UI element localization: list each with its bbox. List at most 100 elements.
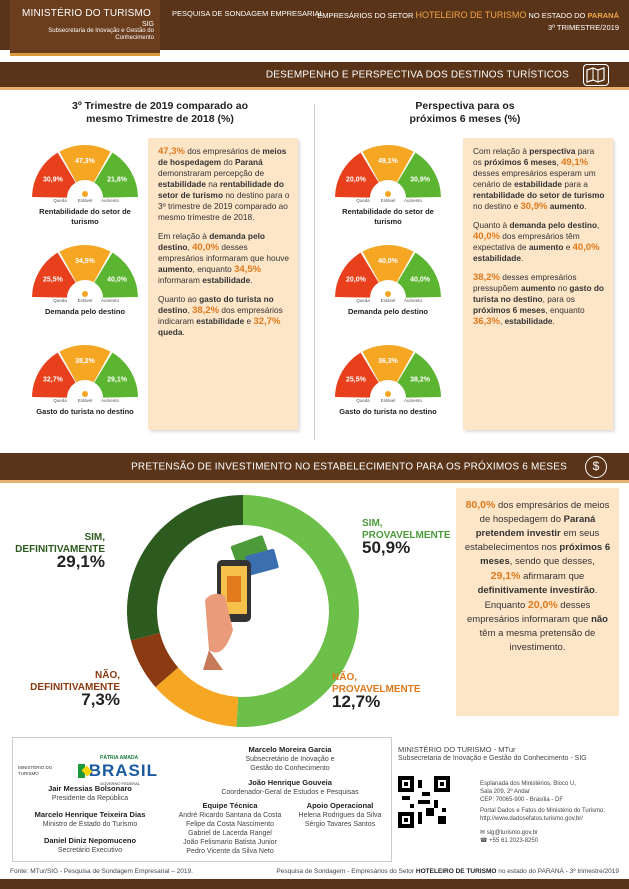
gauge-segment-estavel — [362, 345, 414, 383]
quarter-label: 3º TRIMESTRE/2019 — [548, 23, 619, 32]
investment-summary-box: 80,0% dos empresários de meios de hosped… — [456, 488, 619, 716]
left-column-title: 3º Trimestre de 2019 comparado ao mesmo T… — [72, 100, 248, 125]
column-divider — [314, 104, 315, 440]
footer-credits-box — [12, 737, 392, 862]
ministry-logo-block: MINISTÉRIO DO TURISMO SIG Subsecretaria d… — [10, 0, 160, 56]
donut-slice-1 — [155, 667, 239, 727]
gauge-segment-queda — [335, 252, 379, 298]
gauge-segment-estavel — [362, 245, 414, 283]
gauge-segment-estavel — [59, 145, 111, 183]
gauge-segment-aumento — [397, 252, 441, 298]
right-text-p3: 38,2% desses empresários pressupõem aume… — [473, 272, 604, 327]
team-member: João Felismario Batista Junior — [183, 839, 277, 846]
source-right: Pesquisa de Sondagem - Empresários do Se… — [276, 868, 619, 875]
gauge-left-0: 30,9% 47,3% 21,8% Queda Estável Aumento Rentab… — [30, 143, 140, 226]
gauge-caption: Gasto do turista no destino — [339, 407, 437, 416]
source-left: Fonte: MTur/SIG - Pesquisa de Sondagem E… — [10, 868, 193, 875]
portal-link[interactable]: http://www.dadosefatos.turismo.gov.br/ — [480, 816, 583, 822]
phone-number: +55 61 2023-8250 — [489, 838, 539, 844]
donut-label-2: NÃO, PROVAVELMENTE 12,7% — [332, 672, 421, 711]
exec-secretary-credit: Daniel Diniz Nepomuceno Secretário Execut… — [43, 836, 137, 854]
president-credit: Jair Messias Bolsonaro Presidente da Repú… — [48, 784, 132, 802]
legend-dot — [57, 291, 63, 297]
legend-queda: Queda — [351, 291, 375, 303]
legend-aumento: Aumento — [98, 191, 122, 203]
gauge-segment-aumento — [397, 152, 441, 198]
support-member: Helena Rodrigues da Silva — [298, 812, 382, 819]
left-summary-box: 47,3% dos empresários de meios de hosped… — [148, 138, 298, 430]
legend-dot — [57, 391, 63, 397]
gauge-segment-queda — [335, 352, 379, 398]
phone-money-illustration — [203, 530, 283, 670]
minister-credit: Marcelo Henrique Teixeira Dias Ministro d… — [34, 810, 146, 828]
subsecretary-credit: Marcelo Moreira Garcia Subsecretário de I… — [245, 745, 335, 772]
gauge-right-0: 20,0% 49,1% 30,9% Queda Estável Aumento Rentab… — [333, 143, 443, 226]
section-performance-bar: DESEMPENHO E PERSPECTIVA DOS DESTINOS TU… — [0, 62, 629, 87]
right-text-p1: Com relação à perspectiva para os próxim… — [473, 146, 605, 212]
gauge-value-queda: 32,7% — [43, 377, 64, 384]
brasil-logo: PÁTRIA AMADA BRASIL GOVERNO FEDERAL — [78, 755, 158, 786]
gauge-segment-queda — [335, 152, 379, 198]
footer-contact: MINISTÉRIO DO TURISMO - MTur Subsecretar… — [398, 745, 587, 762]
gauge-segment-estavel — [59, 245, 111, 283]
legend-queda: Queda — [48, 291, 72, 303]
section-investment-title: PRETENSÃO DE INVESTIMENTO NO ESTABELECIM… — [131, 461, 567, 472]
legend-aumento: Aumento — [401, 191, 425, 203]
legend-dot — [82, 391, 88, 397]
left-text-p3: Quanto ao gasto do turista no destino, 3… — [158, 294, 283, 337]
left-text-p1: 47,3% dos empresários de meios de hosped… — [158, 146, 290, 222]
gauge-value-aumento: 29,1% — [107, 377, 128, 384]
ministry-small-logo: MINISTÉRIO DO TURISMO — [18, 765, 53, 776]
support-team: Apoio Operacional Helena Rodrigues da Sil… — [290, 801, 390, 829]
legend-dot — [385, 391, 391, 397]
sig-label: SIG Subsecretaria de Inovação e Gestão do… — [48, 21, 154, 41]
bar-shadow — [0, 87, 629, 90]
legend-dot — [82, 191, 88, 197]
legend-estavel: Estável — [376, 391, 400, 403]
section-performance-title: DESEMPENHO E PERSPECTIVA DOS DESTINOS TU… — [265, 69, 569, 80]
legend-dot — [410, 191, 416, 197]
team-member: André Ricardo Santana da Costa — [178, 812, 282, 819]
email-link[interactable]: sig@turismo.gov.br — [486, 830, 539, 836]
legend-dot — [82, 291, 88, 297]
gauge-value-estavel: 40,0% — [378, 258, 399, 265]
gauge-caption: Demanda pelo destino — [347, 307, 428, 316]
address-block: Esplanada dos Ministérios, Bloco U, Sala … — [480, 780, 620, 845]
legend-queda: Queda — [351, 191, 375, 203]
gauge-value-aumento: 40,0% — [410, 277, 431, 284]
team-member: Gabriel de Lacerda Rangel — [188, 830, 272, 837]
gauge-segment-aumento — [94, 352, 138, 398]
legend-dot — [385, 291, 391, 297]
legend-aumento: Aumento — [98, 391, 122, 403]
team-member: Felipe da Costa Nascimento — [186, 821, 274, 828]
gauge-caption: Gasto do turista no destino — [36, 407, 134, 416]
gauge-segment-queda — [32, 252, 76, 298]
legend-queda: Queda — [48, 391, 72, 403]
donut-slice-2 — [130, 632, 179, 688]
legend-estavel: Estável — [73, 191, 97, 203]
gauge-right-2: 25,5% 36,3% 38,2% Queda Estável Aumento Gasto … — [333, 343, 443, 425]
legend-dot — [360, 291, 366, 297]
investment-donut-chart — [126, 495, 360, 727]
gauge-value-queda: 25,5% — [346, 377, 367, 384]
gauge-value-aumento: 30,9% — [410, 177, 431, 184]
survey-name: PESQUISA DE SONDAGEM EMPRESARIAL — [172, 9, 324, 18]
gauge-segment-aumento — [397, 352, 441, 398]
gauge-segment-estavel — [362, 145, 414, 183]
legend-aumento: Aumento — [98, 291, 122, 303]
section-investment-bar: PRETENSÃO DE INVESTIMENTO NO ESTABELECIM… — [0, 453, 629, 480]
donut-slice-0 — [236, 495, 360, 727]
legend-dot — [410, 291, 416, 297]
gauge-right-1: 20,0% 40,0% 40,0% Queda Estável Aumento Demand… — [333, 243, 443, 325]
legend-estavel: Estável — [73, 291, 97, 303]
legend-dot — [107, 191, 113, 197]
legend-aumento: Aumento — [401, 391, 425, 403]
bottom-bar — [0, 879, 629, 889]
legend-dot — [107, 291, 113, 297]
gauge-value-estavel: 34,5% — [75, 258, 96, 265]
donut-label-0: SIM, DEFINITIVAMENTE 29,1% — [15, 532, 105, 571]
gauge-left-1: 25,5% 34,5% 40,0% Queda Estável Aumento Demand… — [30, 243, 140, 325]
gauge-value-aumento: 38,2% — [410, 377, 431, 384]
gauge-left-2: 32,7% 38,2% 29,1% Queda Estável Aumento Gasto … — [30, 343, 140, 425]
gauge-caption: Rentabilidade do setor de turismo — [342, 207, 434, 226]
